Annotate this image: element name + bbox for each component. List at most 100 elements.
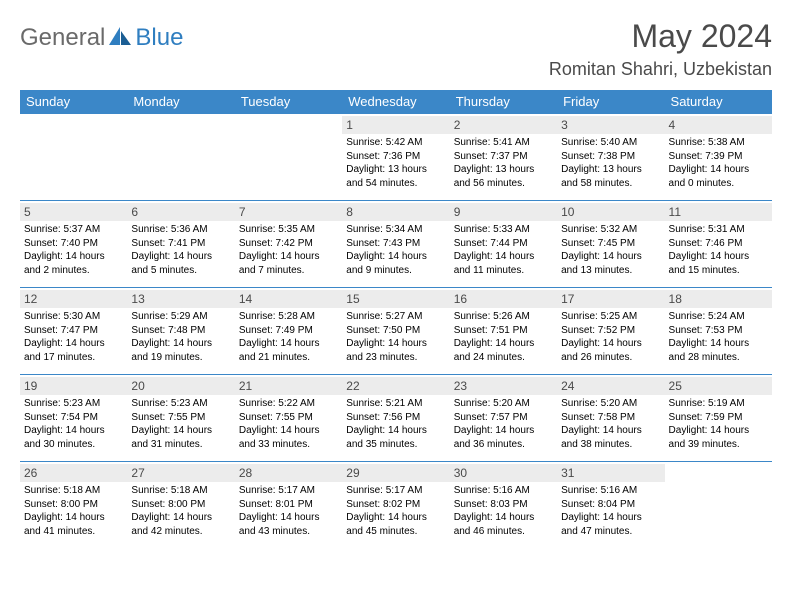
day-number: 2 <box>450 116 557 134</box>
day-details: Sunrise: 5:30 AMSunset: 7:47 PMDaylight:… <box>24 310 123 364</box>
day-number: 21 <box>235 377 342 395</box>
day-cell <box>665 462 772 548</box>
day-cell: 21 Sunrise: 5:22 AMSunset: 7:55 PMDayligh… <box>235 375 342 461</box>
day-number: 29 <box>342 464 449 482</box>
day-details: Sunrise: 5:40 AMSunset: 7:38 PMDaylight:… <box>561 136 660 190</box>
dow-cell: Sunday <box>20 90 127 113</box>
day-cell: 15Sunrise: 5:27 AMSunset: 7:50 PMDayligh… <box>342 288 449 374</box>
day-cell: 17 Sunrise: 5:25 AMSunset: 7:52 PMDayligh… <box>557 288 664 374</box>
dow-cell: Monday <box>127 90 234 113</box>
day-cell: 14 Sunrise: 5:28 AMSunset: 7:49 PMDayligh… <box>235 288 342 374</box>
day-cell: 23 Sunrise: 5:20 AMSunset: 7:57 PMDayligh… <box>450 375 557 461</box>
day-details: Sunrise: 5:33 AMSunset: 7:44 PMDaylight:… <box>454 223 553 277</box>
day-details: Sunrise: 5:18 AMSunset: 8:00 PMDaylight:… <box>131 484 230 538</box>
day-number: 19 <box>20 377 127 395</box>
weeks-container: 1 Sunrise: 5:42 AMSunset: 7:36 PMDaylight… <box>20 113 772 548</box>
day-number: 1 <box>342 116 449 134</box>
day-details: Sunrise: 5:16 AMSunset: 8:04 PMDaylight:… <box>561 484 660 538</box>
day-cell: 3 Sunrise: 5:40 AMSunset: 7:38 PMDaylight… <box>557 114 664 200</box>
day-cell: 5Sunrise: 5:37 AMSunset: 7:40 PMDaylight… <box>20 201 127 287</box>
day-number: 6 <box>127 203 234 221</box>
day-details: Sunrise: 5:29 AMSunset: 7:48 PMDaylight:… <box>131 310 230 364</box>
day-number <box>235 116 342 134</box>
week-row: 26Sunrise: 5:18 AMSunset: 8:00 PMDayligh… <box>20 461 772 548</box>
day-number <box>665 464 772 482</box>
day-details: Sunrise: 5:38 AMSunset: 7:39 PMDaylight:… <box>669 136 768 190</box>
day-cell: 25 Sunrise: 5:19 AMSunset: 7:59 PMDayligh… <box>665 375 772 461</box>
day-cell: 28 Sunrise: 5:17 AMSunset: 8:01 PMDayligh… <box>235 462 342 548</box>
day-cell: 13 Sunrise: 5:29 AMSunset: 7:48 PMDayligh… <box>127 288 234 374</box>
day-details: Sunrise: 5:26 AMSunset: 7:51 PMDaylight:… <box>454 310 553 364</box>
day-details: Sunrise: 5:36 AMSunset: 7:41 PMDaylight:… <box>131 223 230 277</box>
day-details: Sunrise: 5:32 AMSunset: 7:45 PMDaylight:… <box>561 223 660 277</box>
day-number: 17 <box>557 290 664 308</box>
day-cell: 19 Sunrise: 5:23 AMSunset: 7:54 PMDayligh… <box>20 375 127 461</box>
day-number: 14 <box>235 290 342 308</box>
day-details: Sunrise: 5:21 AMSunset: 7:56 PMDaylight:… <box>346 397 445 451</box>
day-details: Sunrise: 5:35 AMSunset: 7:42 PMDaylight:… <box>239 223 338 277</box>
day-details: Sunrise: 5:24 AMSunset: 7:53 PMDaylight:… <box>669 310 768 364</box>
day-number: 7 <box>235 203 342 221</box>
day-cell <box>127 114 234 200</box>
day-number <box>127 116 234 134</box>
day-cell: 22 Sunrise: 5:21 AMSunset: 7:56 PMDayligh… <box>342 375 449 461</box>
day-number: 9 <box>450 203 557 221</box>
day-number: 25 <box>665 377 772 395</box>
day-cell: 24 Sunrise: 5:20 AMSunset: 7:58 PMDayligh… <box>557 375 664 461</box>
day-cell: 16 Sunrise: 5:26 AMSunset: 7:51 PMDayligh… <box>450 288 557 374</box>
day-cell: 8 Sunrise: 5:34 AMSunset: 7:43 PMDaylight… <box>342 201 449 287</box>
day-details: Sunrise: 5:19 AMSunset: 7:59 PMDaylight:… <box>669 397 768 451</box>
day-details: Sunrise: 5:16 AMSunset: 8:03 PMDaylight:… <box>454 484 553 538</box>
day-number: 13 <box>127 290 234 308</box>
days-of-week-row: SundayMondayTuesdayWednesdayThursdayFrid… <box>20 90 772 113</box>
day-number: 12 <box>20 290 127 308</box>
day-details: Sunrise: 5:20 AMSunset: 7:58 PMDaylight:… <box>561 397 660 451</box>
sail-icon <box>107 25 133 52</box>
day-details: Sunrise: 5:22 AMSunset: 7:55 PMDaylight:… <box>239 397 338 451</box>
day-number: 23 <box>450 377 557 395</box>
logo-text-blue: Blue <box>135 24 183 52</box>
day-cell: 26Sunrise: 5:18 AMSunset: 8:00 PMDayligh… <box>20 462 127 548</box>
day-details: Sunrise: 5:27 AMSunset: 7:50 PMDaylight:… <box>346 310 445 364</box>
dow-cell: Wednesday <box>342 90 449 113</box>
day-details: Sunrise: 5:37 AMSunset: 7:40 PMDaylight:… <box>24 223 123 277</box>
day-cell: 7 Sunrise: 5:35 AMSunset: 7:42 PMDaylight… <box>235 201 342 287</box>
day-cell: 30Sunrise: 5:16 AMSunset: 8:03 PMDayligh… <box>450 462 557 548</box>
day-cell: 4Sunrise: 5:38 AMSunset: 7:39 PMDaylight… <box>665 114 772 200</box>
day-details: Sunrise: 5:20 AMSunset: 7:57 PMDaylight:… <box>454 397 553 451</box>
day-details: Sunrise: 5:42 AMSunset: 7:36 PMDaylight:… <box>346 136 445 190</box>
title-block: May 2024 Romitan Shahri, Uzbekistan <box>549 18 772 80</box>
day-number: 20 <box>127 377 234 395</box>
day-number: 3 <box>557 116 664 134</box>
logo: General Blue <box>20 24 183 52</box>
dow-cell: Saturday <box>665 90 772 113</box>
day-cell: 31Sunrise: 5:16 AMSunset: 8:04 PMDayligh… <box>557 462 664 548</box>
day-details: Sunrise: 5:28 AMSunset: 7:49 PMDaylight:… <box>239 310 338 364</box>
week-row: 1 Sunrise: 5:42 AMSunset: 7:36 PMDaylight… <box>20 113 772 200</box>
day-details: Sunrise: 5:25 AMSunset: 7:52 PMDaylight:… <box>561 310 660 364</box>
day-cell: 9 Sunrise: 5:33 AMSunset: 7:44 PMDaylight… <box>450 201 557 287</box>
day-details: Sunrise: 5:41 AMSunset: 7:37 PMDaylight:… <box>454 136 553 190</box>
day-cell: 29 Sunrise: 5:17 AMSunset: 8:02 PMDayligh… <box>342 462 449 548</box>
day-cell: 27 Sunrise: 5:18 AMSunset: 8:00 PMDayligh… <box>127 462 234 548</box>
day-details: Sunrise: 5:34 AMSunset: 7:43 PMDaylight:… <box>346 223 445 277</box>
dow-cell: Thursday <box>450 90 557 113</box>
day-number: 28 <box>235 464 342 482</box>
day-details: Sunrise: 5:18 AMSunset: 8:00 PMDaylight:… <box>24 484 123 538</box>
day-details: Sunrise: 5:23 AMSunset: 7:55 PMDaylight:… <box>131 397 230 451</box>
day-number: 24 <box>557 377 664 395</box>
day-number: 27 <box>127 464 234 482</box>
day-number: 16 <box>450 290 557 308</box>
day-cell: 20 Sunrise: 5:23 AMSunset: 7:55 PMDayligh… <box>127 375 234 461</box>
day-number: 22 <box>342 377 449 395</box>
day-number <box>20 116 127 134</box>
day-number: 8 <box>342 203 449 221</box>
day-details: Sunrise: 5:17 AMSunset: 8:02 PMDaylight:… <box>346 484 445 538</box>
day-cell: 11Sunrise: 5:31 AMSunset: 7:46 PMDayligh… <box>665 201 772 287</box>
day-number: 10 <box>557 203 664 221</box>
day-cell: 18Sunrise: 5:24 AMSunset: 7:53 PMDayligh… <box>665 288 772 374</box>
day-details: Sunrise: 5:17 AMSunset: 8:01 PMDaylight:… <box>239 484 338 538</box>
day-details: Sunrise: 5:23 AMSunset: 7:54 PMDaylight:… <box>24 397 123 451</box>
day-cell: 1 Sunrise: 5:42 AMSunset: 7:36 PMDaylight… <box>342 114 449 200</box>
week-row: 5Sunrise: 5:37 AMSunset: 7:40 PMDaylight… <box>20 200 772 287</box>
